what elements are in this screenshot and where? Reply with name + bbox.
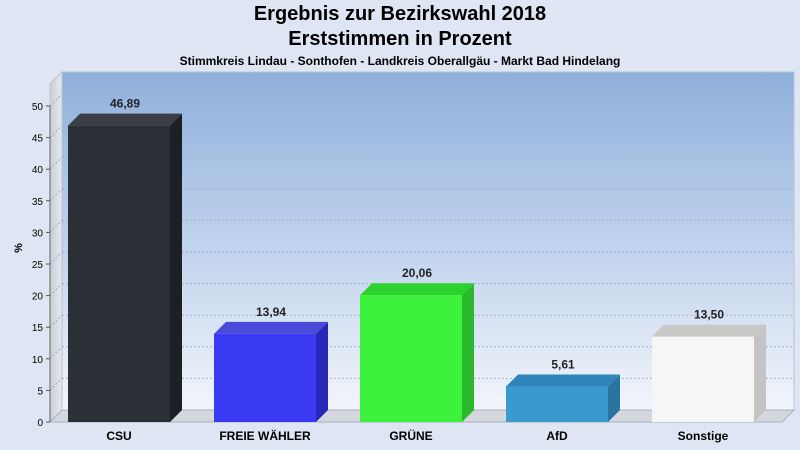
y-tick-label: 10 <box>32 355 44 366</box>
bar-front <box>68 125 170 422</box>
gridline-side <box>49 314 63 328</box>
gridline-side <box>49 156 63 170</box>
bar-top <box>652 324 766 337</box>
bar-csu <box>68 113 182 422</box>
y-tick-label: 45 <box>32 134 44 145</box>
bar-afd <box>506 374 620 422</box>
gridline-side <box>49 220 63 233</box>
gridline-side <box>49 378 63 391</box>
chart-subtitle: Erststimmen in Prozent <box>288 28 512 50</box>
bar-front <box>214 333 316 422</box>
gridline-side <box>49 346 63 360</box>
bar-front <box>506 386 608 422</box>
bar-side <box>170 113 182 422</box>
y-tick-label: 30 <box>32 228 44 239</box>
bar-freie-wähler <box>214 321 328 422</box>
bar-front <box>652 336 754 422</box>
x-tick-label: Sonstige <box>678 429 729 443</box>
y-axis: 0 5 10 15 20 25 30 35 40 45 50 <box>32 102 51 429</box>
gridline-side <box>49 251 63 265</box>
bar-side <box>316 321 328 422</box>
x-tick-label: AfD <box>546 429 568 443</box>
y-tick-label: 15 <box>32 323 44 334</box>
labels: 46,89 CSU 13,94 FREIE WÄHLER 20,06 GRÜNE 5,61 A… <box>106 97 728 443</box>
data-label: 13,50 <box>694 308 724 322</box>
gridline-side <box>49 283 63 296</box>
data-label: 46,89 <box>110 97 140 111</box>
chart-title: Ergebnis zur Bezirkswahl 2018 <box>253 3 547 25</box>
bar-grüne <box>360 283 474 422</box>
x-tick-label: GRÜNE <box>389 428 432 443</box>
bar-front <box>360 295 462 422</box>
y-tick-label: 50 <box>32 102 44 113</box>
chart-caption: Stimmkreis Lindau - Sonthofen - Landkrei… <box>179 54 621 68</box>
y-tick-label: 35 <box>32 197 44 208</box>
bar-side <box>754 324 766 422</box>
bar-sonstige <box>652 324 766 422</box>
gridline-side <box>49 188 63 202</box>
y-tick-label: 0 <box>37 418 43 429</box>
bar-side <box>608 374 620 422</box>
bars <box>68 113 766 422</box>
data-label: 13,94 <box>256 305 286 319</box>
bar-top <box>360 283 474 296</box>
bar-side <box>462 283 474 422</box>
y-tick-label: 20 <box>32 292 44 303</box>
y-tick-label: 25 <box>32 260 44 271</box>
data-label: 5,61 <box>551 358 575 372</box>
gridline-side <box>49 125 63 138</box>
data-label: 20,06 <box>402 266 432 280</box>
y-axis-label: % <box>13 243 25 253</box>
x-tick-label: FREIE WÄHLER <box>219 428 311 443</box>
x-tick-label: CSU <box>106 429 131 443</box>
bar-top <box>68 113 182 126</box>
bar-top <box>214 321 328 334</box>
bar-top <box>506 374 620 387</box>
y-tick-label: 5 <box>37 386 43 397</box>
gridline-side <box>49 93 63 107</box>
side-wall <box>49 70 63 424</box>
y-tick-label: 40 <box>32 165 44 176</box>
